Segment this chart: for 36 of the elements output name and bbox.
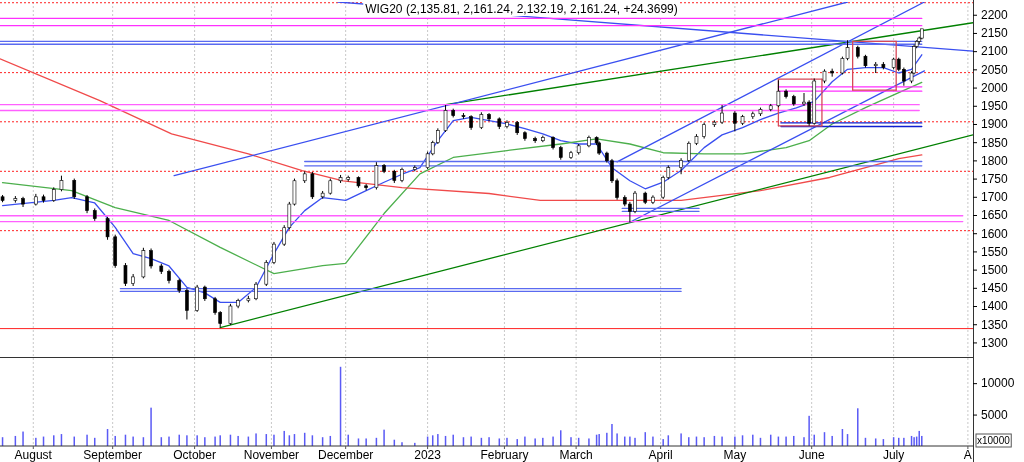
y-tick-label: 5000 (981, 407, 1009, 422)
y-tick-label: 1550 (981, 244, 1009, 259)
x-tick-label: February (480, 448, 529, 462)
y-tick-label: 1950 (981, 99, 1009, 114)
y-tick-label: 2200 (981, 8, 1009, 23)
y-tick-label: 2000 (981, 80, 1009, 95)
y-tick-label: 1650 (981, 208, 1009, 223)
x-tick-label: October (173, 448, 216, 462)
y-tick-label: 2100 (981, 44, 1009, 59)
y-axis-title: x10000 (977, 435, 1011, 446)
x-tick-label: August (14, 448, 53, 462)
x-tick-label: June (798, 448, 826, 462)
x-tick-label: September (83, 448, 143, 462)
x-tick-label: A (963, 448, 972, 462)
y-tick-label: 1500 (981, 262, 1009, 277)
y-tick-label: 1850 (981, 135, 1009, 150)
x-tick-label: November (243, 448, 300, 462)
x-tick-label: April (648, 448, 673, 462)
y-tick-label: 1800 (981, 153, 1009, 168)
y-tick-label: 10000 (981, 376, 1015, 391)
y-tick-label: 1350 (981, 317, 1009, 332)
y-tick-label: 1300 (981, 335, 1009, 350)
y-tick-label: 1600 (981, 226, 1009, 241)
y-tick-label: 2050 (981, 62, 1009, 77)
y-tick-label: 1750 (981, 171, 1009, 186)
y-tick-label: 2150 (981, 26, 1009, 41)
x-tick-label: March (559, 448, 593, 462)
x-tick-label: May (723, 448, 747, 462)
y-tick-label: 1700 (981, 190, 1009, 205)
x-tick-label: December (317, 448, 374, 462)
x-tick-label: July (882, 448, 905, 462)
chart-title: WIG20 (2,135.81, 2,161.24, 2,132.19, 2,161.24, +24.3699) (365, 2, 678, 16)
x-tick-label: 2023 (414, 448, 442, 462)
y-tick-label: 1900 (981, 117, 1009, 132)
y-tick-label: 1450 (981, 281, 1009, 296)
y-tick-label: 1400 (981, 299, 1009, 314)
